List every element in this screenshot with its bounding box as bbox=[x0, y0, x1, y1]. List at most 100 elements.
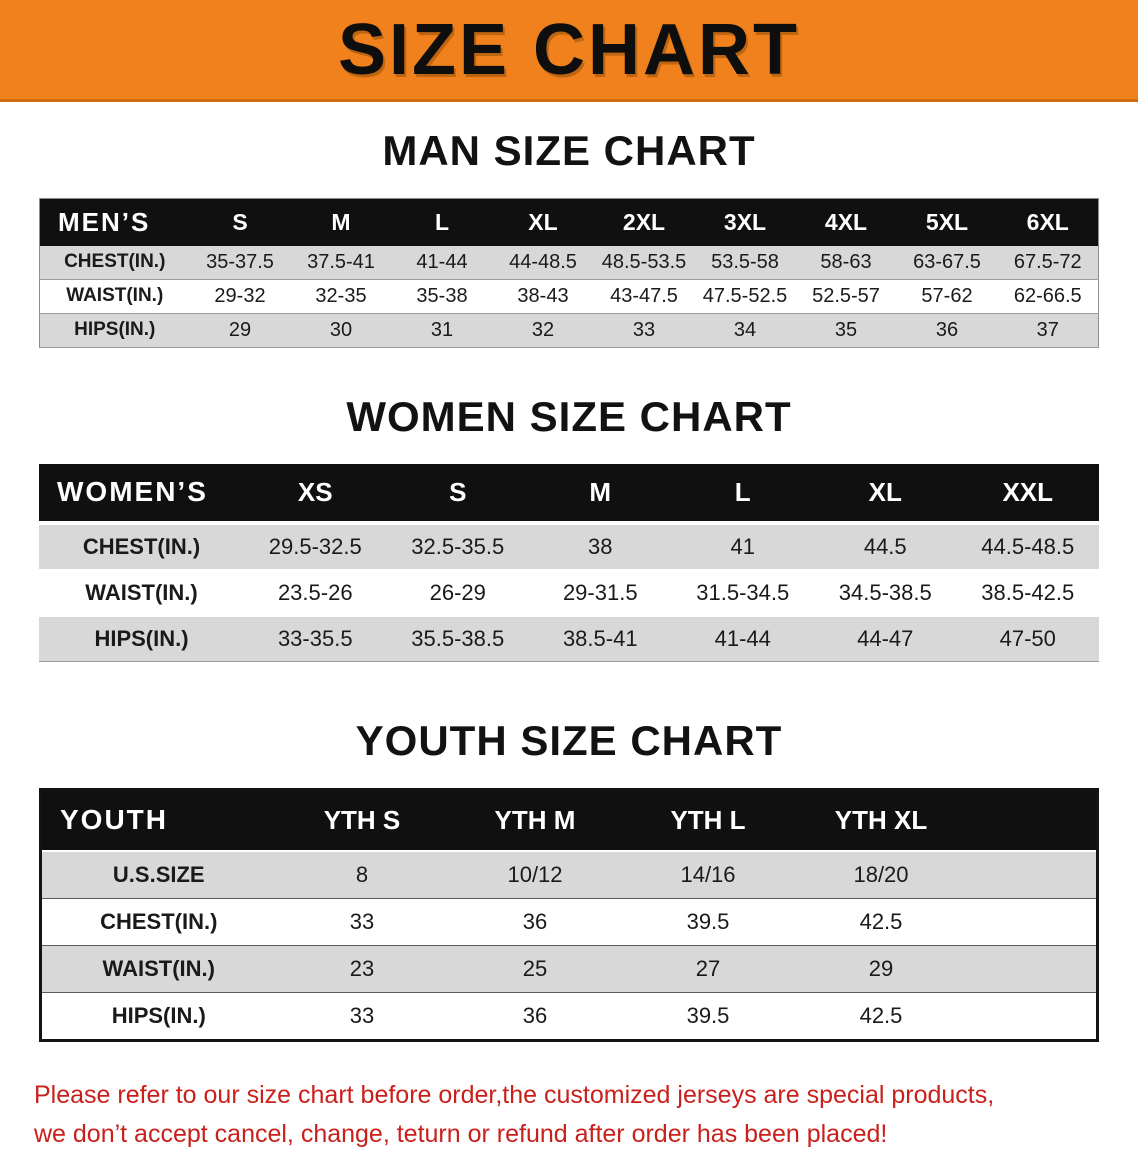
size-value-cell: 10/12 bbox=[449, 851, 622, 899]
row-label: HIPS(IN.) bbox=[41, 992, 276, 1040]
size-value-cell: 39.5 bbox=[622, 898, 795, 945]
size-value-cell: 47-50 bbox=[957, 616, 1100, 662]
size-value-cell: 67.5-72 bbox=[998, 246, 1099, 280]
size-value-cell: 29 bbox=[795, 945, 968, 992]
size-value-cell: 63-67.5 bbox=[897, 246, 998, 280]
size-value-cell: 42.5 bbox=[795, 898, 968, 945]
size-value-cell: 32-35 bbox=[291, 279, 392, 313]
size-value-cell: 42.5 bbox=[795, 992, 968, 1040]
size-value-cell: 53.5-58 bbox=[695, 246, 796, 280]
size-value-cell: 26-29 bbox=[387, 570, 530, 616]
size-value-cell: 57-62 bbox=[897, 279, 998, 313]
size-value-cell: 41 bbox=[672, 523, 815, 570]
women-table-title: WOMEN’S bbox=[39, 464, 244, 523]
size-value-cell: 43-47.5 bbox=[594, 279, 695, 313]
size-value-cell: 34.5-38.5 bbox=[814, 570, 957, 616]
size-chart-banner: SIZE CHART bbox=[0, 0, 1138, 102]
size-value-cell: 29-32 bbox=[190, 279, 291, 313]
size-value-cell: 41-44 bbox=[392, 246, 493, 280]
row-label: WAIST(IN.) bbox=[40, 279, 190, 313]
col-header-l: L bbox=[392, 199, 493, 246]
col-header-s: S bbox=[387, 464, 530, 523]
spacer-cell bbox=[968, 945, 1098, 992]
spacer-cell bbox=[968, 898, 1098, 945]
size-value-cell: 38 bbox=[529, 523, 672, 570]
spacer-cell bbox=[968, 992, 1098, 1040]
col-header-xl: XL bbox=[493, 199, 594, 246]
footer-note: Please refer to our size chart before or… bbox=[34, 1076, 1108, 1153]
row-label: CHEST(IN.) bbox=[41, 898, 276, 945]
row-label: HIPS(IN.) bbox=[40, 313, 190, 347]
size-value-cell: 36 bbox=[897, 313, 998, 347]
size-value-cell: 44-47 bbox=[814, 616, 957, 662]
size-value-cell: 52.5-57 bbox=[796, 279, 897, 313]
col-header-yth-xl: YTH XL bbox=[795, 789, 968, 850]
col-header-xl: XL bbox=[814, 464, 957, 523]
footer-note-line-1: Please refer to our size chart before or… bbox=[34, 1076, 1108, 1115]
size-value-cell: 41-44 bbox=[672, 616, 815, 662]
size-value-cell: 23.5-26 bbox=[244, 570, 387, 616]
size-value-cell: 35.5-38.5 bbox=[387, 616, 530, 662]
size-value-cell: 38.5-42.5 bbox=[957, 570, 1100, 616]
col-header-5xl: 5XL bbox=[897, 199, 998, 246]
col-header-yth-m: YTH M bbox=[449, 789, 622, 850]
col-header-s: S bbox=[190, 199, 291, 246]
row-label: CHEST(IN.) bbox=[40, 246, 190, 280]
size-value-cell: 44.5-48.5 bbox=[957, 523, 1100, 570]
size-value-cell: 33 bbox=[594, 313, 695, 347]
women-size-chart-heading: WOMEN SIZE CHART bbox=[0, 394, 1138, 440]
col-header-yth-l: YTH L bbox=[622, 789, 795, 850]
row-label: WAIST(IN.) bbox=[41, 945, 276, 992]
size-value-cell: 29 bbox=[190, 313, 291, 347]
size-value-cell: 23 bbox=[276, 945, 449, 992]
row-label: CHEST(IN.) bbox=[39, 523, 244, 570]
size-value-cell: 44.5 bbox=[814, 523, 957, 570]
col-header-4xl: 4XL bbox=[796, 199, 897, 246]
size-value-cell: 48.5-53.5 bbox=[594, 246, 695, 280]
men-table-title: MEN’S bbox=[40, 199, 190, 246]
size-value-cell: 62-66.5 bbox=[998, 279, 1099, 313]
men-size-chart-heading: MAN SIZE CHART bbox=[0, 128, 1138, 174]
col-header-xs: XS bbox=[244, 464, 387, 523]
size-value-cell: 33 bbox=[276, 992, 449, 1040]
size-value-cell: 32.5-35.5 bbox=[387, 523, 530, 570]
spacer-cell bbox=[968, 851, 1098, 899]
size-value-cell: 25 bbox=[449, 945, 622, 992]
size-value-cell: 33-35.5 bbox=[244, 616, 387, 662]
footer-note-line-2: we don’t accept cancel, change, teturn o… bbox=[34, 1115, 1108, 1153]
size-value-cell: 38-43 bbox=[493, 279, 594, 313]
size-value-cell: 44-48.5 bbox=[493, 246, 594, 280]
size-value-cell: 31 bbox=[392, 313, 493, 347]
size-value-cell: 34 bbox=[695, 313, 796, 347]
size-value-cell: 18/20 bbox=[795, 851, 968, 899]
size-value-cell: 32 bbox=[493, 313, 594, 347]
size-value-cell: 27 bbox=[622, 945, 795, 992]
size-value-cell: 35-38 bbox=[392, 279, 493, 313]
size-value-cell: 30 bbox=[291, 313, 392, 347]
size-value-cell: 33 bbox=[276, 898, 449, 945]
size-value-cell: 29-31.5 bbox=[529, 570, 672, 616]
col-header-m: M bbox=[529, 464, 672, 523]
youth-table-title: YOUTH bbox=[41, 789, 276, 850]
size-value-cell: 37 bbox=[998, 313, 1099, 347]
size-value-cell: 36 bbox=[449, 992, 622, 1040]
size-value-cell: 14/16 bbox=[622, 851, 795, 899]
size-value-cell: 31.5-34.5 bbox=[672, 570, 815, 616]
